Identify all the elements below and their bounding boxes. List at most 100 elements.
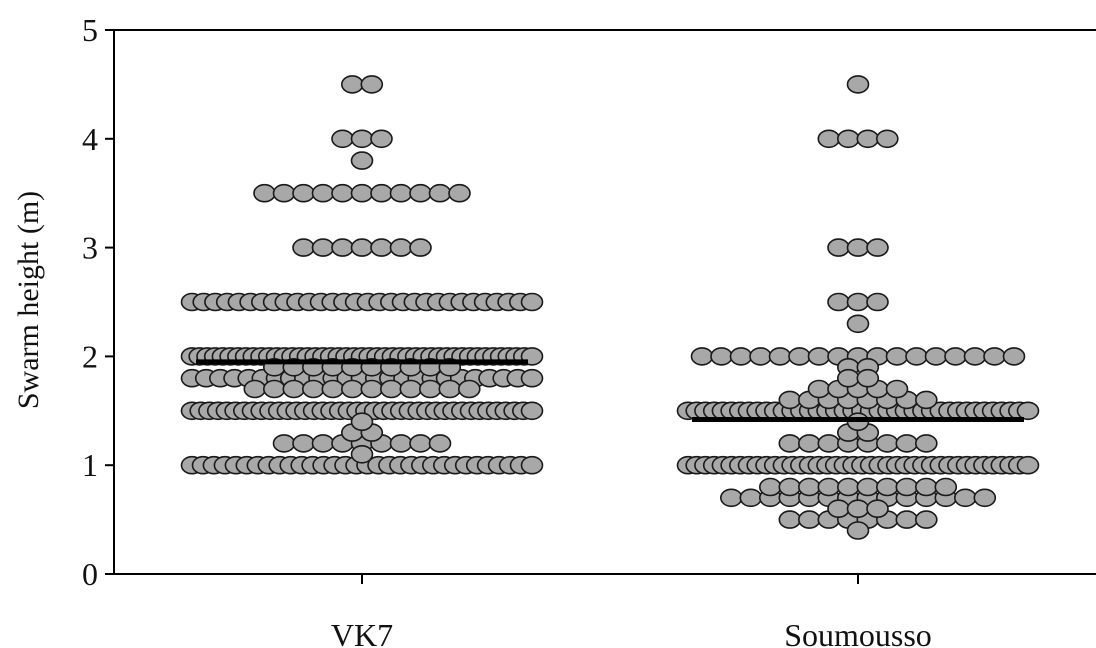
data-point <box>262 379 286 399</box>
data-point <box>739 488 763 508</box>
data-point <box>934 477 958 497</box>
data-point <box>350 129 374 149</box>
data-point <box>428 183 452 203</box>
data-point <box>807 379 831 399</box>
data-point <box>292 238 315 257</box>
x-category-label: Soumousso <box>784 617 932 648</box>
data-point <box>331 238 354 257</box>
data-point <box>797 510 821 529</box>
data-point <box>719 488 743 508</box>
data-point <box>983 347 1006 366</box>
x-category-label: VK7 <box>331 617 393 648</box>
data-point <box>282 379 306 399</box>
y-tick-label: 0 <box>82 556 98 592</box>
data-point <box>866 499 889 519</box>
data-point <box>428 434 452 453</box>
data-point <box>846 75 870 94</box>
data-point <box>875 434 899 453</box>
data-point <box>389 238 413 257</box>
data-point <box>817 477 841 497</box>
data-point <box>944 347 967 366</box>
data-point <box>914 510 938 529</box>
data-point <box>856 368 880 388</box>
data-point <box>778 510 802 529</box>
data-point <box>758 477 782 497</box>
data-point <box>1016 401 1040 421</box>
data-point <box>272 434 296 453</box>
data-point <box>370 238 393 257</box>
data-point <box>331 129 354 149</box>
data-point <box>360 75 384 94</box>
data-point <box>953 488 977 508</box>
data-point <box>370 183 393 203</box>
data-point <box>827 499 850 519</box>
y-tick-label: 5 <box>82 12 98 48</box>
data-point <box>301 379 325 399</box>
data-point <box>866 238 889 257</box>
data-point <box>749 347 772 366</box>
data-point <box>710 347 733 366</box>
data-point <box>778 390 802 410</box>
data-point <box>846 238 870 257</box>
data-point <box>520 292 544 312</box>
data-point <box>1002 347 1026 366</box>
data-point <box>807 347 831 366</box>
data-point <box>311 238 335 257</box>
data-point <box>846 292 870 312</box>
y-tick-label: 4 <box>82 121 98 157</box>
data-point <box>963 347 987 366</box>
data-point <box>321 379 345 399</box>
data-point <box>360 379 384 399</box>
data-point <box>895 434 919 453</box>
data-point <box>856 129 880 149</box>
x-axis: VK7 Soumousso <box>114 573 1096 648</box>
data-point <box>797 477 821 497</box>
data-point <box>243 379 267 399</box>
data-point <box>914 477 938 497</box>
data-point <box>350 151 374 170</box>
data-point <box>836 368 860 388</box>
median-lines <box>196 359 1024 423</box>
data-point <box>389 183 413 203</box>
data-point <box>292 183 315 203</box>
data-point <box>856 477 880 497</box>
data-point <box>846 499 870 519</box>
data-point <box>895 510 919 529</box>
data-point <box>340 75 364 94</box>
data-point <box>311 183 335 203</box>
data-point <box>520 368 544 388</box>
data-point <box>690 347 714 366</box>
y-axis: 0 1 2 3 4 5 <box>82 12 1096 592</box>
y-tick-label: 3 <box>82 230 98 266</box>
data-point <box>827 238 850 257</box>
data-point <box>905 347 928 366</box>
data-point <box>875 129 899 149</box>
data-point <box>370 129 393 149</box>
data-point <box>797 434 821 453</box>
data-point <box>788 347 811 366</box>
data-point <box>866 292 889 312</box>
data-point <box>409 238 432 257</box>
data-point <box>409 183 432 203</box>
data-point <box>292 434 315 453</box>
data-point <box>418 379 442 399</box>
data-points <box>180 75 1040 540</box>
data-point <box>340 379 364 399</box>
y-axis-title: Swarm height (m) <box>12 191 45 409</box>
data-point <box>836 477 860 497</box>
data-point <box>520 401 544 421</box>
data-point <box>350 238 374 257</box>
data-point <box>399 379 423 399</box>
data-point <box>778 434 802 453</box>
data-point <box>924 347 948 366</box>
data-point <box>768 347 792 366</box>
data-point <box>331 183 354 203</box>
data-point <box>914 390 938 410</box>
data-point <box>827 292 850 312</box>
data-point <box>272 183 296 203</box>
data-point <box>253 183 276 203</box>
data-point <box>778 477 802 497</box>
data-point <box>379 379 403 399</box>
data-point <box>350 412 374 432</box>
